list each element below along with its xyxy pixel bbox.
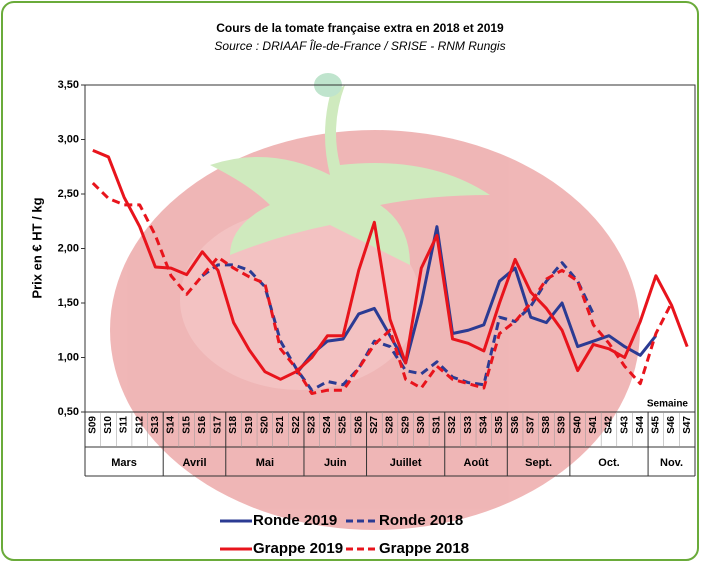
month-label: Mars: [111, 457, 137, 469]
y-tick-label: 2,50: [58, 188, 79, 200]
y-tick-label: 1,00: [58, 351, 79, 363]
legend-label: Ronde 2018: [379, 512, 463, 529]
x-tick-label: S18: [228, 416, 239, 434]
x-tick-label: S24: [322, 416, 333, 434]
y-axis-label: Prix en € HT / kg: [29, 197, 44, 298]
x-tick-label: S23: [306, 416, 317, 434]
x-tick-label: S46: [666, 416, 677, 434]
month-label: Nov.: [660, 457, 683, 469]
legend-label: Grappe 2018: [379, 540, 469, 557]
x-tick-label: S43: [619, 416, 630, 434]
x-tick-label: S42: [604, 416, 615, 434]
x-tick-label: S32: [447, 416, 458, 434]
x-tick-label: S16: [197, 416, 208, 434]
x-tick-label: S39: [557, 416, 568, 434]
month-label: Avril: [182, 457, 206, 469]
x-tick-label: S11: [119, 416, 130, 434]
month-label: Août: [464, 457, 489, 469]
month-label: Mai: [256, 457, 274, 469]
x-tick-label: S17: [213, 416, 224, 434]
x-tick-label: S19: [244, 416, 255, 434]
x-tick-label: S37: [525, 416, 536, 434]
chart-subtitle: Source : DRIAAF Île-de-France / SRISE - …: [214, 38, 505, 53]
x-tick-label: S40: [572, 416, 583, 434]
x-tick-label: S26: [353, 416, 364, 434]
x-tick-label: S45: [651, 416, 662, 434]
month-label: Oct.: [598, 457, 619, 469]
x-tick-label: S25: [338, 416, 349, 434]
x-tick-label: S35: [494, 416, 505, 434]
x-tick-label: S22: [291, 416, 302, 434]
x-annotation: Semaine: [647, 399, 689, 410]
x-tick-label: S09: [87, 416, 98, 434]
x-tick-label: S21: [275, 416, 286, 434]
chart-title: Cours de la tomate française extra en 20…: [216, 21, 504, 35]
y-tick-label: 2,00: [58, 242, 79, 254]
chart: Cours de la tomate française extra en 20…: [0, 0, 701, 563]
x-tick-label: S27: [369, 416, 380, 434]
x-tick-label: S10: [103, 416, 114, 434]
x-tick-label: S36: [510, 416, 521, 434]
x-tick-label: S31: [432, 416, 443, 434]
month-label: Juin: [324, 457, 347, 469]
month-label: Juillet: [390, 457, 422, 469]
x-tick-label: S28: [385, 416, 396, 434]
x-tick-label: S38: [541, 416, 552, 434]
x-tick-label: S47: [682, 416, 693, 434]
month-label: Sept.: [525, 457, 552, 469]
y-tick-label: 3,00: [58, 133, 79, 145]
x-tick-label: S33: [463, 416, 474, 434]
x-tick-label: S34: [478, 416, 489, 434]
y-tick-label: 1,50: [58, 297, 79, 309]
legend-label: Ronde 2019: [253, 512, 337, 529]
x-tick-label: S30: [416, 416, 427, 434]
x-tick-label: S20: [260, 416, 271, 434]
x-tick-label: S41: [588, 416, 599, 434]
x-tick-label: S14: [166, 416, 177, 434]
x-tick-label: S29: [400, 416, 411, 434]
x-tick-label: S15: [181, 416, 192, 434]
x-tick-label: S13: [150, 416, 161, 434]
y-tick-label: 0,50: [58, 406, 79, 418]
legend-label: Grappe 2019: [253, 540, 343, 557]
x-tick-label: S44: [635, 416, 646, 434]
y-tick-label: 3,50: [58, 79, 79, 91]
x-tick-label: S12: [134, 416, 145, 434]
